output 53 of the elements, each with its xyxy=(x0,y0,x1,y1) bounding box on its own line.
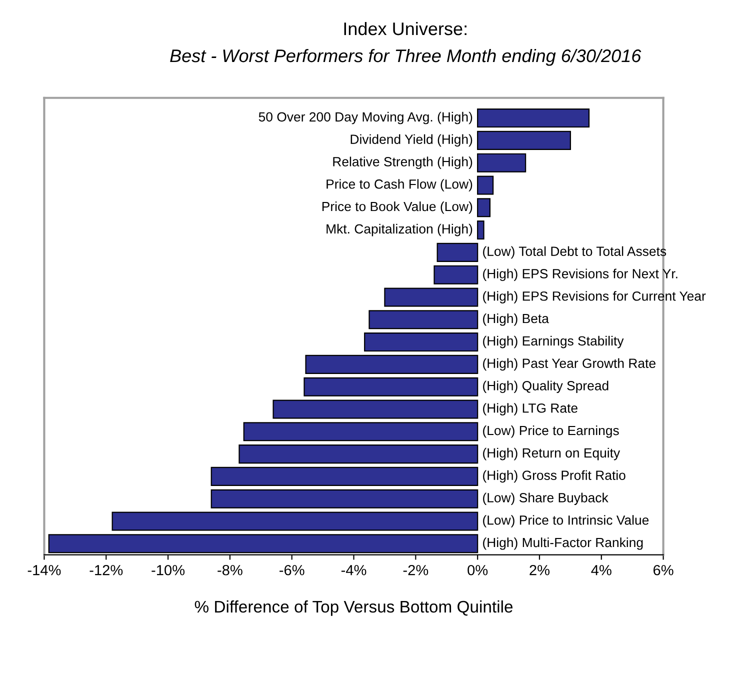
y-tick-label: (High) LTG Rate xyxy=(483,403,578,416)
x-axis-title: % Difference of Top Versus Bottom Quintile xyxy=(194,600,513,616)
y-tick-label: (High) EPS Revisions for Next Yr. xyxy=(483,268,678,281)
x-tick-label: -6% xyxy=(280,564,304,576)
bar xyxy=(243,422,478,442)
chart-subtitle: Best - Worst Performers for Three Month ending 6/30/2016 xyxy=(170,48,642,66)
x-tick-label: -12% xyxy=(90,564,123,576)
y-tick-label: Mkt. Capitalization (High) xyxy=(326,224,472,236)
bar xyxy=(477,130,571,150)
x-tick-label: 6% xyxy=(654,564,674,576)
chart-title: Index Universe: xyxy=(344,22,466,36)
bar xyxy=(112,512,478,531)
bar xyxy=(434,265,478,284)
x-tick-label: -2% xyxy=(403,564,428,576)
y-tick-label: (High) Return on Equity xyxy=(483,448,620,460)
bar xyxy=(384,288,478,307)
bar xyxy=(305,354,478,374)
y-tick-label: (Low) Share Buyback xyxy=(483,492,608,505)
y-tick-label: (High) EPS Revisions for Current Year xyxy=(483,291,706,304)
y-tick-label: (High) Multi-Factor Ranking xyxy=(483,538,643,550)
bar xyxy=(477,198,491,218)
y-tick-label: (Low) Price to Earnings xyxy=(483,425,619,438)
y-tick-label: Relative Strength (High) xyxy=(333,156,472,169)
bar xyxy=(436,242,478,262)
bar xyxy=(238,444,478,464)
bar xyxy=(304,377,478,396)
y-tick-label: Dividend Yield (High) xyxy=(350,134,472,147)
x-tick-label: -4% xyxy=(341,565,366,576)
x-tick-label: -14% xyxy=(28,565,61,576)
bar xyxy=(477,108,590,128)
x-tick-label: -8% xyxy=(218,564,242,576)
bar xyxy=(477,176,494,195)
y-tick-label: (High) Beta xyxy=(483,313,549,326)
bar xyxy=(210,489,478,508)
y-tick-label: 50 Over 200 Day Moving Avg. (High) xyxy=(258,112,472,124)
bar xyxy=(477,220,484,240)
y-tick-label: Price to Book Value (Low) xyxy=(322,201,472,214)
bar xyxy=(368,310,478,330)
x-tick-label: 2% xyxy=(530,564,550,576)
x-tick-label: 0% xyxy=(468,564,488,576)
y-tick-label: (High) Gross Profit Ratio xyxy=(483,470,626,483)
y-tick-label: (High) Past Year Growth Rate xyxy=(483,358,656,371)
bar xyxy=(210,466,478,486)
y-tick-label: Price to Cash Flow (Low) xyxy=(326,179,472,192)
bar xyxy=(272,400,478,419)
y-tick-label: (High) Quality Spread xyxy=(483,380,608,393)
bar xyxy=(364,332,478,352)
y-tick-label: (High) Earnings Stability xyxy=(483,336,624,348)
x-tick-label: -10% xyxy=(152,564,185,576)
x-tick-label: 4% xyxy=(591,565,612,576)
bar xyxy=(477,153,526,172)
y-tick-label: (Low) Price to Intrinsic Value xyxy=(483,515,649,528)
y-tick-label: (Low) Total Debt to Total Assets xyxy=(483,246,666,259)
